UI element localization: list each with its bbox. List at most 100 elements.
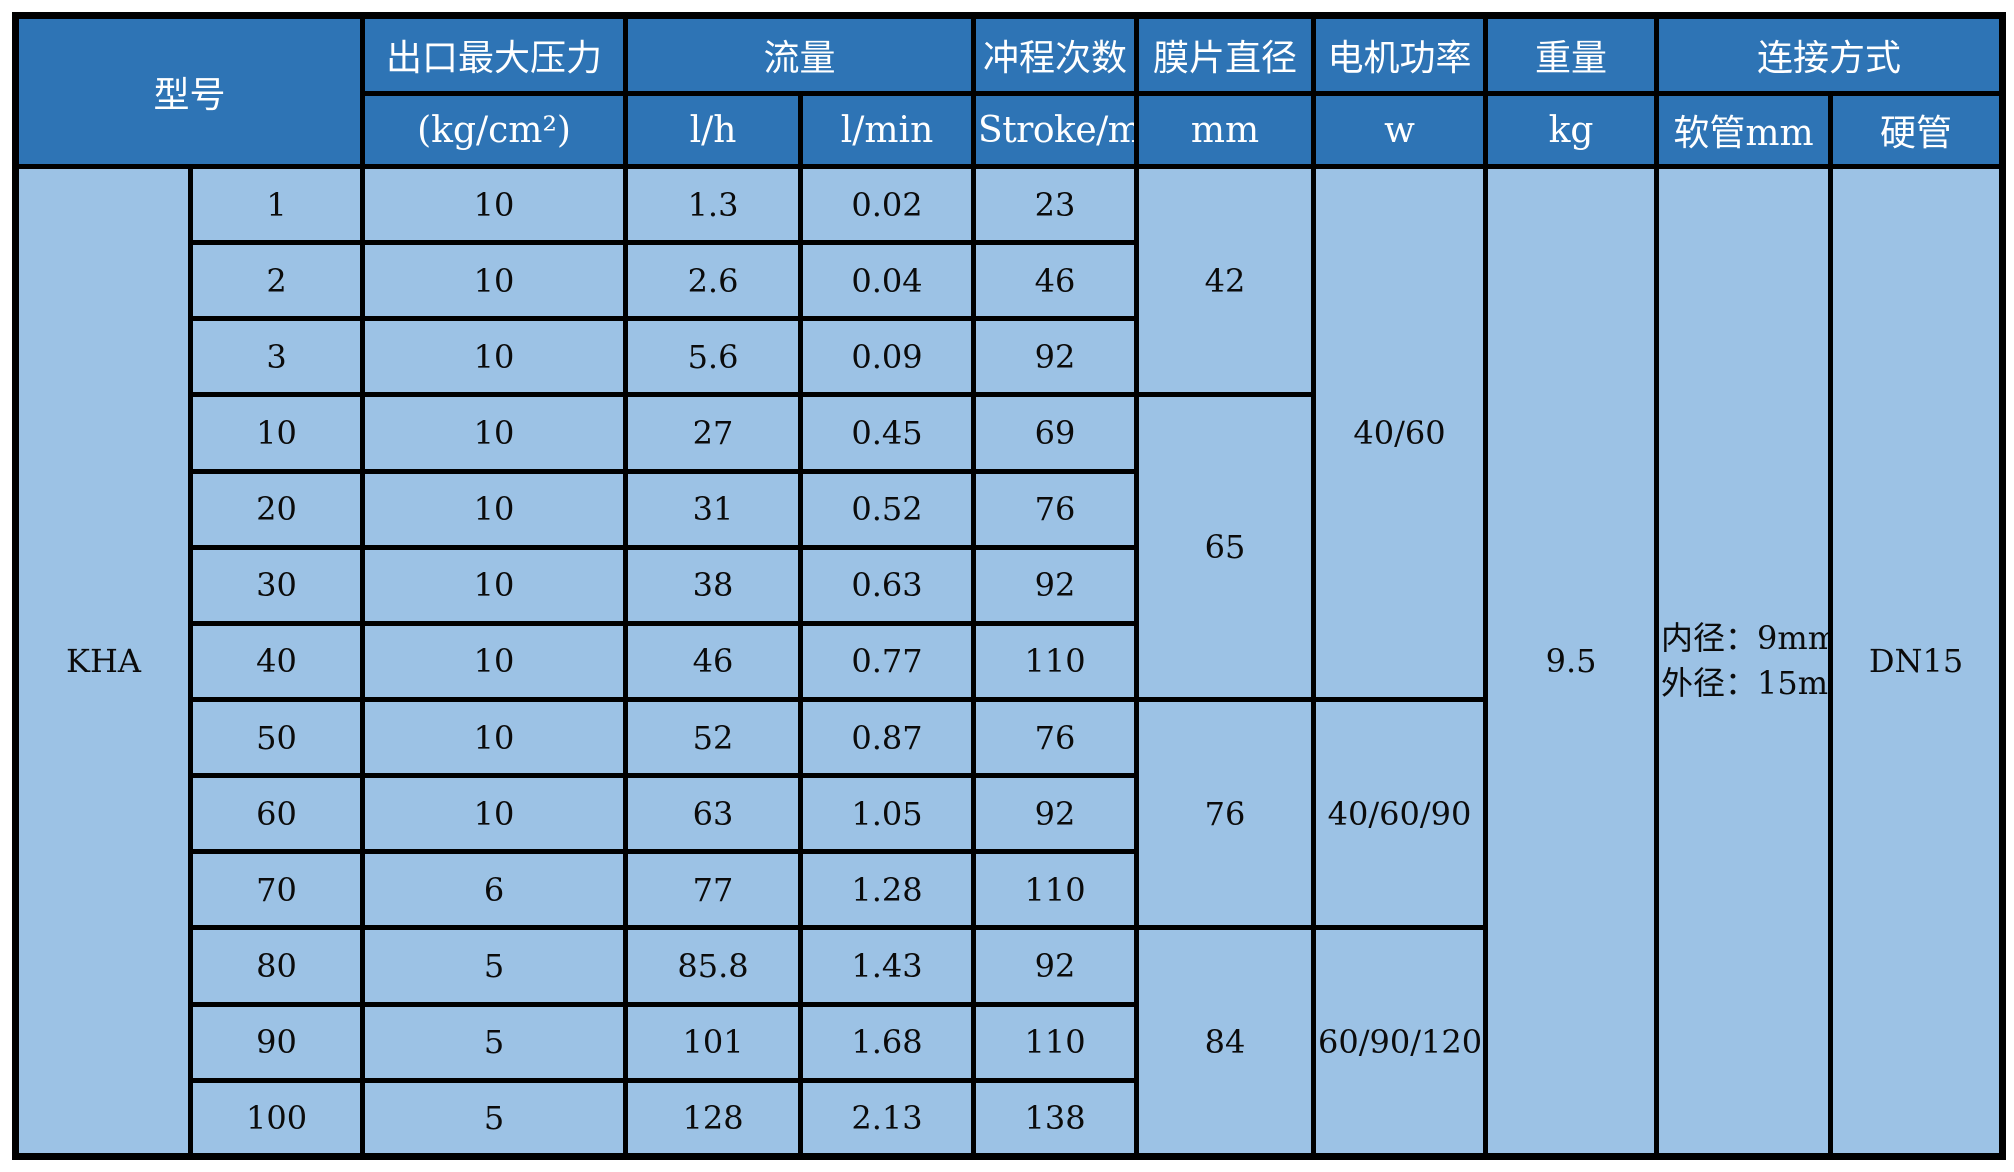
cell-flow-lmin: 1.05 (798, 773, 977, 855)
cell-model: 30 (187, 544, 366, 626)
cell-flow-lh: 5.6 (623, 316, 804, 398)
cell-stroke: 46 (971, 240, 1140, 322)
cell-flow-lh: 77 (623, 849, 804, 931)
cell-power: 60/90/120 (1311, 925, 1489, 1159)
cell-model: 3 (187, 316, 366, 398)
header-diaphragm-title: 膜片直径 (1134, 13, 1317, 96)
cell-pressure: 10 (360, 392, 629, 474)
table-row: 100 5 128 2.13 138 (16, 1077, 2003, 1160)
table-row: 3 10 5.6 0.09 92 (16, 316, 2003, 398)
cell-model: 100 (187, 1077, 366, 1160)
cell-power: 40/60/90 (1311, 696, 1489, 931)
table-row: 20 10 31 0.52 76 (16, 468, 2003, 550)
cell-diaphragm: 65 (1134, 392, 1317, 702)
table-row: 90 5 101 1.68 110 (16, 1001, 2003, 1083)
cell-model: 2 (187, 240, 366, 322)
cell-flow-lmin: 0.02 (798, 163, 977, 246)
cell-stroke: 138 (971, 1077, 1140, 1160)
hose-outer-diameter: 外径：15mm (1661, 664, 1829, 702)
table-row: 70 6 77 1.28 110 (16, 849, 2003, 931)
cell-flow-lmin: 0.87 (798, 696, 977, 779)
cell-flow-lmin: 1.43 (798, 925, 977, 1007)
cell-flow-lmin: 0.04 (798, 240, 977, 322)
cell-pressure: 10 (360, 696, 629, 779)
cell-flow-lh: 46 (623, 620, 804, 702)
cell-stroke: 69 (971, 392, 1140, 474)
cell-stroke: 92 (971, 316, 1140, 398)
cell-flow-lh: 38 (623, 544, 804, 626)
header-row-titles: 型号 出口最大压力 流量 冲程次数 膜片直径 电机功率 重量 连接方式 (12, 13, 2006, 169)
cell-stroke: 110 (971, 849, 1140, 931)
cell-model: 90 (187, 1001, 366, 1083)
header-diaphragm-unit: mm (1134, 91, 1317, 169)
header-pressure-title: 出口最大压力 (360, 13, 629, 96)
cell-weight: 9.5 (1483, 164, 1660, 1159)
cell-pressure: 5 (360, 925, 629, 1007)
cell-pressure: 10 (360, 468, 629, 550)
table-row: KHA 1 10 1.3 0.02 23 42 40/60 9.5 内径：9mm… (13, 163, 2006, 1159)
cell-flow-lh: 63 (623, 773, 804, 855)
cell-flow-lh: 52 (623, 696, 804, 779)
cell-model: 60 (187, 773, 366, 855)
cell-flow-lh: 101 (623, 1001, 804, 1083)
cell-flow-lmin: 0.77 (798, 620, 977, 702)
cell-flow-lmin: 2.13 (798, 1077, 977, 1160)
cell-model: 80 (187, 925, 366, 1007)
table-row: 80 5 85.8 1.43 92 84 60/90/120 (16, 925, 2003, 1159)
cell-series: KHA (13, 164, 193, 1159)
cell-stroke: 92 (971, 925, 1140, 1007)
cell-pressure: 10 (360, 773, 629, 855)
table-row: 40 10 46 0.77 110 (16, 620, 2003, 702)
header-stroke-title: 冲程次数 (971, 13, 1140, 96)
cell-stroke: 92 (971, 544, 1140, 626)
table-row: 60 10 63 1.05 92 (16, 773, 2003, 855)
cell-hose: 内径：9mm 外径：15mm (1654, 164, 1834, 1159)
header-row-units: (kg/cm²) l/h l/min Stroke/min mm w kg 软管… (16, 91, 2006, 169)
cell-pressure: 10 (360, 316, 629, 398)
header-weight-unit: kg (1483, 91, 1660, 169)
cell-stroke: 76 (971, 696, 1140, 779)
cell-pressure: 10 (360, 240, 629, 322)
cell-pressure: 5 (360, 1077, 629, 1160)
header-connection-pipe: 硬管 (1828, 91, 2006, 169)
header-flow-lh-unit: l/h (623, 91, 804, 169)
header-stroke-unit: Stroke/min (971, 91, 1140, 169)
table-row: 30 10 38 0.63 92 (16, 544, 2003, 626)
cell-flow-lh: 31 (623, 468, 804, 550)
cell-model: 50 (187, 696, 366, 779)
header-connection-hose: 软管mm (1654, 91, 1834, 169)
cell-pipe: DN15 (1828, 164, 2006, 1159)
cell-flow-lh: 27 (623, 392, 804, 474)
cell-flow-lmin: 1.68 (798, 1001, 977, 1083)
cell-pressure: 10 (360, 163, 629, 246)
cell-stroke: 110 (971, 1001, 1140, 1083)
header-model: 型号 (12, 13, 366, 169)
cell-model: 10 (187, 392, 366, 474)
cell-diaphragm: 84 (1134, 925, 1317, 1159)
header-power-unit: w (1311, 91, 1489, 169)
header-pressure-unit: (kg/cm²) (360, 91, 629, 169)
cell-stroke: 23 (971, 163, 1140, 246)
cell-stroke: 110 (971, 620, 1140, 702)
pump-spec-table: 型号 出口最大压力 流量 冲程次数 膜片直径 电机功率 重量 连接方式 (kg/… (12, 12, 2007, 1160)
table-row: 2 10 2.6 0.04 46 (16, 240, 2003, 322)
cell-power: 40/60 (1311, 164, 1489, 702)
table-row: 10 10 27 0.45 69 65 (16, 392, 2003, 702)
cell-flow-lmin: 0.45 (798, 392, 977, 474)
hose-inner-diameter: 内径：9mm (1661, 619, 1831, 658)
cell-flow-lmin: 0.52 (798, 468, 977, 550)
cell-pressure: 6 (360, 849, 629, 931)
cell-diaphragm: 42 (1134, 163, 1317, 398)
cell-flow-lh: 1.3 (623, 163, 804, 246)
cell-stroke: 92 (971, 773, 1140, 855)
cell-stroke: 76 (971, 468, 1140, 550)
cell-flow-lmin: 0.09 (798, 316, 977, 398)
cell-model: 1 (187, 163, 366, 246)
cell-flow-lh: 85.8 (623, 925, 804, 1007)
header-connection-title: 连接方式 (1654, 13, 2006, 96)
cell-pressure: 10 (360, 620, 629, 702)
cell-pressure: 10 (360, 544, 629, 626)
table-row: 50 10 52 0.87 76 76 40/60/90 (16, 696, 2003, 931)
header-flow-lmin-unit: l/min (798, 91, 977, 169)
cell-flow-lh: 128 (623, 1077, 804, 1160)
